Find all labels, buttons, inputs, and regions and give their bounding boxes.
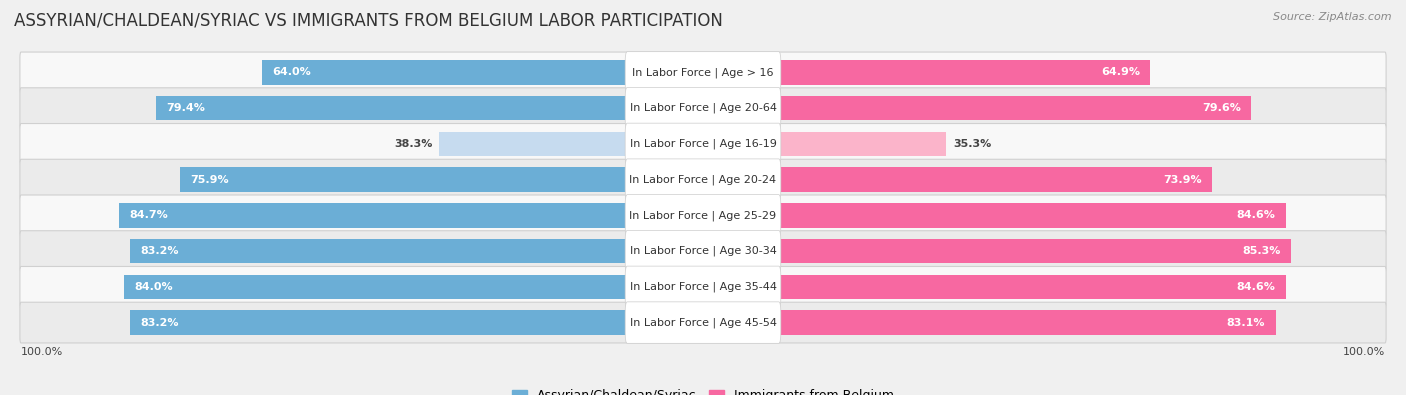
Bar: [703, 239, 1291, 263]
FancyBboxPatch shape: [626, 52, 780, 93]
Text: In Labor Force | Age 20-64: In Labor Force | Age 20-64: [630, 103, 776, 113]
FancyBboxPatch shape: [20, 231, 1386, 271]
Text: In Labor Force | Age 25-29: In Labor Force | Age 25-29: [630, 210, 776, 221]
Text: 35.3%: 35.3%: [953, 139, 991, 149]
Bar: [703, 132, 946, 156]
Bar: [180, 167, 703, 192]
Text: 85.3%: 85.3%: [1241, 246, 1281, 256]
Text: 83.2%: 83.2%: [141, 246, 179, 256]
Text: 84.7%: 84.7%: [129, 211, 169, 220]
Text: 79.6%: 79.6%: [1202, 103, 1241, 113]
FancyBboxPatch shape: [626, 195, 780, 236]
Text: 64.0%: 64.0%: [273, 68, 311, 77]
FancyBboxPatch shape: [20, 52, 1386, 93]
FancyBboxPatch shape: [626, 230, 780, 272]
Bar: [120, 203, 703, 228]
Bar: [703, 96, 1251, 120]
FancyBboxPatch shape: [626, 266, 780, 308]
Bar: [129, 239, 703, 263]
FancyBboxPatch shape: [20, 195, 1386, 236]
Bar: [703, 275, 1286, 299]
Text: 73.9%: 73.9%: [1163, 175, 1202, 184]
Text: 79.4%: 79.4%: [166, 103, 205, 113]
Text: 100.0%: 100.0%: [1343, 347, 1385, 357]
FancyBboxPatch shape: [20, 124, 1386, 164]
Bar: [262, 60, 703, 85]
Text: In Labor Force | Age 45-54: In Labor Force | Age 45-54: [630, 317, 776, 328]
Text: 84.6%: 84.6%: [1237, 211, 1275, 220]
FancyBboxPatch shape: [626, 302, 780, 343]
Bar: [439, 132, 703, 156]
FancyBboxPatch shape: [626, 87, 780, 129]
Text: Source: ZipAtlas.com: Source: ZipAtlas.com: [1274, 12, 1392, 22]
Text: In Labor Force | Age 35-44: In Labor Force | Age 35-44: [630, 282, 776, 292]
Text: In Labor Force | Age 16-19: In Labor Force | Age 16-19: [630, 139, 776, 149]
Text: 84.6%: 84.6%: [1237, 282, 1275, 292]
Text: ASSYRIAN/CHALDEAN/SYRIAC VS IMMIGRANTS FROM BELGIUM LABOR PARTICIPATION: ASSYRIAN/CHALDEAN/SYRIAC VS IMMIGRANTS F…: [14, 12, 723, 30]
Bar: [703, 60, 1150, 85]
FancyBboxPatch shape: [20, 159, 1386, 200]
Bar: [703, 203, 1286, 228]
Text: 83.2%: 83.2%: [141, 318, 179, 327]
Bar: [703, 167, 1212, 192]
Bar: [156, 96, 703, 120]
Bar: [129, 310, 703, 335]
Text: 84.0%: 84.0%: [135, 282, 173, 292]
FancyBboxPatch shape: [20, 88, 1386, 128]
FancyBboxPatch shape: [20, 267, 1386, 307]
Bar: [703, 310, 1275, 335]
Text: In Labor Force | Age 20-24: In Labor Force | Age 20-24: [630, 174, 776, 185]
Text: 75.9%: 75.9%: [190, 175, 229, 184]
Legend: Assyrian/Chaldean/Syriac, Immigrants from Belgium: Assyrian/Chaldean/Syriac, Immigrants fro…: [508, 384, 898, 395]
Text: In Labor Force | Age 30-34: In Labor Force | Age 30-34: [630, 246, 776, 256]
FancyBboxPatch shape: [20, 302, 1386, 343]
Text: 64.9%: 64.9%: [1101, 68, 1140, 77]
Text: 38.3%: 38.3%: [394, 139, 432, 149]
Bar: [124, 275, 703, 299]
FancyBboxPatch shape: [626, 159, 780, 200]
Text: In Labor Force | Age > 16: In Labor Force | Age > 16: [633, 67, 773, 78]
Text: 83.1%: 83.1%: [1226, 318, 1265, 327]
FancyBboxPatch shape: [626, 123, 780, 165]
Text: 100.0%: 100.0%: [21, 347, 63, 357]
